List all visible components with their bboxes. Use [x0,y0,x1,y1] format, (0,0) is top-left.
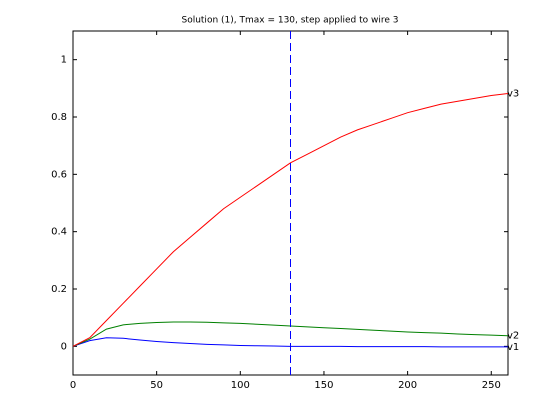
y-tick-label: 0.2 [51,284,67,295]
x-tick-label: 100 [231,380,250,391]
y-tick-label: 0.6 [51,169,67,180]
x-tick-label: 50 [150,380,163,391]
line-series [72,92,509,347]
x-tick-label: 150 [314,380,333,391]
series-label: v2 [507,331,519,342]
series-label: v1 [507,342,519,353]
chart-title: Solution (1), Tmax = 130, step applied t… [181,16,398,26]
y-tick-label: 1 [61,55,67,66]
x-tick-label: 250 [482,380,501,391]
series-label: v3 [507,88,519,99]
y-tick-label: 0.8 [51,112,67,123]
x-tick-label: 200 [398,380,417,391]
y-tick-label: 0 [61,341,67,352]
x-tick-label: 0 [70,380,76,391]
y-tick-label: 0.4 [51,227,67,238]
